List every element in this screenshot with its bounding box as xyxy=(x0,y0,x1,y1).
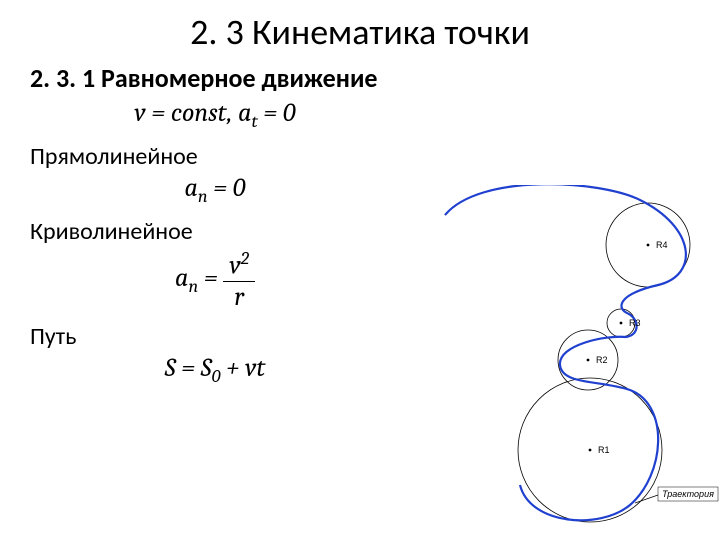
eq4-l: S = S xyxy=(165,353,212,383)
eq3-sub: n xyxy=(188,276,198,297)
eq1-left: v = const, a xyxy=(134,98,251,128)
eq2-a: a xyxy=(184,173,197,203)
label-path: Путь xyxy=(30,322,430,351)
section-subtitle: 2. 3. 1 Равномерное движение xyxy=(30,62,720,94)
eq2-sub: n xyxy=(198,186,208,207)
eq-an-v2r: an = v2 r xyxy=(0,248,430,312)
eq4-r: + vt xyxy=(220,353,265,383)
eq-path: S = S0 + vt xyxy=(0,353,430,387)
trajectory-diagram: R1 R2 R3 R4 Траектория xyxy=(440,185,720,525)
svg-text:R2: R2 xyxy=(596,355,608,365)
svg-text:R1: R1 xyxy=(598,445,610,455)
eq3-num-v: v xyxy=(229,251,240,281)
eq-uniform: v = const, at = 0 xyxy=(0,98,430,132)
svg-text:R3: R3 xyxy=(629,318,641,328)
eq1-right: = 0 xyxy=(258,98,296,128)
label-rectilinear: Прямолинейное xyxy=(30,142,430,171)
svg-text:Траектория: Траектория xyxy=(662,489,714,499)
label-curvilinear: Криволинейное xyxy=(30,217,430,246)
eq3-den: r xyxy=(223,282,255,312)
eq3-eq: = xyxy=(198,263,223,293)
eq3-num-sup: 2 xyxy=(241,248,249,269)
eq2-right: = 0 xyxy=(208,173,246,203)
svg-text:R4: R4 xyxy=(656,240,668,250)
eq3-a: a xyxy=(175,263,188,293)
page-title: 2. 3 Кинематика точки xyxy=(0,10,720,54)
eq3-frac: v2 r xyxy=(223,248,255,312)
content-block: v = const, at = 0 Прямолинейное an = 0 К… xyxy=(0,98,430,387)
eq-an-zero: an = 0 xyxy=(0,173,430,207)
